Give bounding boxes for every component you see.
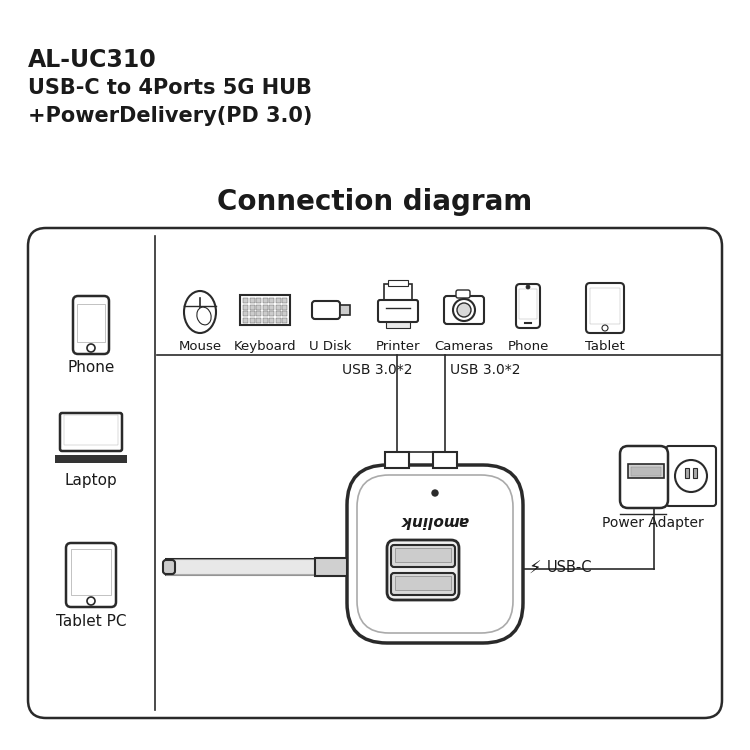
Bar bbox=[631, 467, 661, 476]
Bar bbox=[386, 322, 410, 328]
Bar bbox=[250, 317, 254, 322]
Bar bbox=[55, 455, 127, 463]
FancyBboxPatch shape bbox=[347, 465, 523, 643]
FancyBboxPatch shape bbox=[666, 446, 716, 506]
Bar bbox=[315, 558, 347, 576]
Circle shape bbox=[432, 490, 438, 496]
Text: Laptop: Laptop bbox=[64, 473, 117, 488]
Bar bbox=[269, 317, 274, 322]
Text: +PowerDelivery(PD 3.0): +PowerDelivery(PD 3.0) bbox=[28, 106, 312, 126]
FancyBboxPatch shape bbox=[357, 475, 513, 633]
Bar bbox=[240, 295, 290, 325]
Bar bbox=[519, 289, 537, 319]
Text: Connection diagram: Connection diagram bbox=[217, 188, 532, 216]
Text: Keyboard: Keyboard bbox=[234, 340, 296, 353]
FancyBboxPatch shape bbox=[586, 283, 624, 333]
Bar bbox=[262, 317, 268, 322]
Text: Power Adapter: Power Adapter bbox=[602, 516, 703, 530]
FancyBboxPatch shape bbox=[378, 300, 418, 322]
Bar bbox=[275, 304, 280, 310]
Bar bbox=[395, 576, 451, 590]
Bar bbox=[384, 284, 412, 302]
FancyBboxPatch shape bbox=[456, 290, 470, 298]
Bar bbox=[77, 304, 105, 342]
Text: amolink: amolink bbox=[401, 512, 469, 527]
Bar bbox=[282, 317, 287, 322]
FancyBboxPatch shape bbox=[60, 413, 122, 451]
Bar bbox=[433, 452, 457, 468]
Bar bbox=[590, 288, 620, 324]
Bar bbox=[250, 311, 254, 316]
Bar bbox=[388, 280, 408, 286]
Circle shape bbox=[87, 344, 95, 352]
Text: Printer: Printer bbox=[376, 340, 420, 353]
Circle shape bbox=[526, 285, 530, 289]
Text: USB 3.0*2: USB 3.0*2 bbox=[342, 363, 412, 377]
Bar bbox=[250, 298, 254, 303]
Bar bbox=[243, 304, 248, 310]
Bar bbox=[275, 311, 280, 316]
Ellipse shape bbox=[196, 307, 211, 325]
Text: ⚡: ⚡ bbox=[529, 560, 542, 578]
Bar bbox=[685, 468, 689, 478]
FancyBboxPatch shape bbox=[312, 301, 340, 319]
Text: U Disk: U Disk bbox=[309, 340, 351, 353]
FancyBboxPatch shape bbox=[391, 545, 455, 567]
Bar bbox=[275, 317, 280, 322]
FancyBboxPatch shape bbox=[163, 560, 175, 574]
FancyBboxPatch shape bbox=[620, 446, 668, 508]
Ellipse shape bbox=[184, 291, 216, 333]
FancyBboxPatch shape bbox=[28, 228, 722, 718]
Bar bbox=[262, 304, 268, 310]
FancyBboxPatch shape bbox=[387, 540, 459, 600]
FancyBboxPatch shape bbox=[444, 296, 484, 324]
Circle shape bbox=[675, 460, 707, 492]
Bar bbox=[628, 464, 664, 478]
Bar bbox=[256, 317, 261, 322]
Bar bbox=[71, 549, 111, 595]
Circle shape bbox=[87, 597, 95, 605]
Bar bbox=[282, 311, 287, 316]
Text: AL-UC310: AL-UC310 bbox=[28, 48, 157, 72]
Bar bbox=[693, 468, 697, 478]
Text: USB 3.0*2: USB 3.0*2 bbox=[450, 363, 520, 377]
Circle shape bbox=[602, 325, 608, 331]
FancyBboxPatch shape bbox=[391, 573, 455, 595]
Circle shape bbox=[457, 303, 471, 317]
Bar bbox=[262, 298, 268, 303]
FancyBboxPatch shape bbox=[516, 284, 540, 328]
Bar bbox=[256, 298, 261, 303]
Circle shape bbox=[453, 299, 475, 321]
Text: Phone: Phone bbox=[68, 360, 115, 375]
Text: Cameras: Cameras bbox=[434, 340, 494, 353]
Bar bbox=[282, 298, 287, 303]
Bar bbox=[243, 298, 248, 303]
FancyBboxPatch shape bbox=[66, 543, 116, 607]
Bar bbox=[269, 298, 274, 303]
Text: Tablet: Tablet bbox=[585, 340, 625, 353]
Bar bbox=[275, 298, 280, 303]
Bar bbox=[256, 304, 261, 310]
Text: USB-C to 4Ports 5G HUB: USB-C to 4Ports 5G HUB bbox=[28, 78, 312, 98]
Bar bbox=[269, 311, 274, 316]
Bar bbox=[395, 548, 451, 562]
Text: Phone: Phone bbox=[507, 340, 549, 353]
Bar bbox=[340, 305, 350, 315]
Bar bbox=[256, 311, 261, 316]
Bar bbox=[243, 317, 248, 322]
Bar bbox=[282, 304, 287, 310]
Bar bbox=[250, 304, 254, 310]
Text: USB-C: USB-C bbox=[547, 560, 592, 574]
Text: Tablet PC: Tablet PC bbox=[56, 614, 126, 629]
FancyBboxPatch shape bbox=[73, 296, 109, 354]
Bar bbox=[269, 304, 274, 310]
Text: Mouse: Mouse bbox=[178, 340, 221, 353]
Bar bbox=[243, 311, 248, 316]
Bar bbox=[262, 311, 268, 316]
Bar bbox=[385, 452, 409, 468]
Bar bbox=[64, 415, 118, 445]
